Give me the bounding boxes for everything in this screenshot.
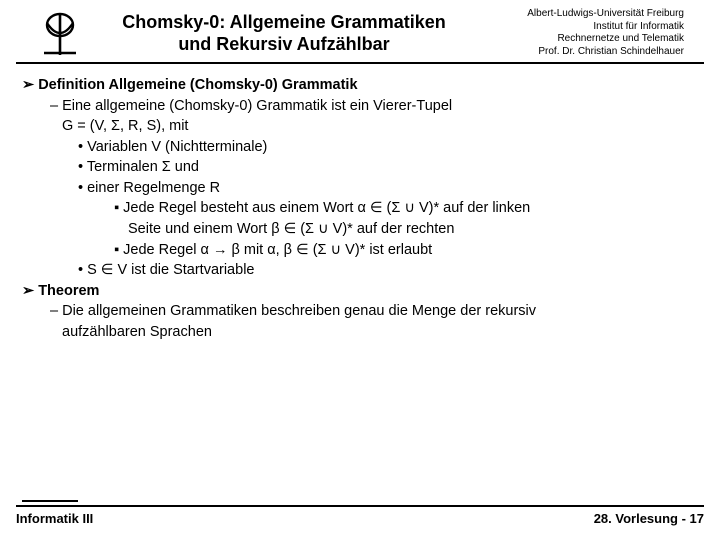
bullet-rules: • einer Regelmenge R xyxy=(22,179,698,199)
subrule-1a-text: Jede Regel besteht aus einem Wort α ∈ (Σ… xyxy=(123,200,530,216)
footer-short-rule xyxy=(22,500,78,502)
heading-theorem-text: Theorem xyxy=(38,283,99,299)
heading-theorem: ➢ Theorem xyxy=(22,282,698,302)
def-line-1b: G = (V, Σ, R, S), mit xyxy=(22,117,698,137)
footer-left: Informatik III xyxy=(16,511,93,526)
bullet-startvar-text: S ∈ V ist die Startvariable xyxy=(87,262,254,278)
affil-line-1: Albert-Ludwigs-Universität Freiburg xyxy=(484,8,684,21)
def-line-1: – Eine allgemeine (Chomsky-0) Grammatik … xyxy=(22,97,698,117)
affil-line-4: Prof. Dr. Christian Schindelhauer xyxy=(484,46,684,59)
footer-right: 28. Vorlesung - 17 xyxy=(594,511,704,526)
subrule-1a: ▪ Jede Regel besteht aus einem Wort α ∈ … xyxy=(22,199,698,219)
bullet-variables-text: Variablen V (Nichtterminale) xyxy=(87,139,267,155)
slide-footer: Informatik III 28. Vorlesung - 17 xyxy=(16,505,704,526)
heading-definition: ➢ Definition Allgemeine (Chomsky-0) Gram… xyxy=(22,76,698,96)
affil-line-3: Rechnernetze und Telematik xyxy=(484,33,684,46)
university-logo-icon xyxy=(36,9,84,57)
title-line-2: und Rekursiv Aufzählbar xyxy=(92,33,476,56)
subrule-1b: Seite und einem Wort β ∈ (Σ ∪ V)* auf de… xyxy=(22,220,698,240)
theorem-line-1: – Die allgemeinen Grammatiken beschreibe… xyxy=(22,302,698,322)
slide-title: Chomsky-0: Allgemeine Grammatiken und Re… xyxy=(84,11,484,56)
bullet-startvar: • S ∈ V ist die Startvariable xyxy=(22,261,698,281)
slide-header: Chomsky-0: Allgemeine Grammatiken und Re… xyxy=(16,0,704,64)
affil-line-2: Institut für Informatik xyxy=(484,21,684,34)
subrule-2-text: Jede Regel α → β mit α, β ∈ (Σ ∪ V)* ist… xyxy=(123,242,432,258)
affiliation-block: Albert-Ludwigs-Universität Freiburg Inst… xyxy=(484,8,684,58)
bullet-rules-text: einer Regelmenge R xyxy=(87,180,220,196)
subrule-2: ▪ Jede Regel α → β mit α, β ∈ (Σ ∪ V)* i… xyxy=(22,241,698,261)
theorem-line-2: aufzählbaren Sprachen xyxy=(22,323,698,343)
heading-definition-text: Definition Allgemeine (Chomsky-0) Gramma… xyxy=(38,77,357,93)
title-line-1: Chomsky-0: Allgemeine Grammatiken xyxy=(92,11,476,34)
bullet-variables: • Variablen V (Nichtterminale) xyxy=(22,138,698,158)
slide-content: ➢ Definition Allgemeine (Chomsky-0) Gram… xyxy=(0,64,720,342)
bullet-terminals-text: Terminalen Σ und xyxy=(87,159,199,175)
bullet-terminals: • Terminalen Σ und xyxy=(22,158,698,178)
